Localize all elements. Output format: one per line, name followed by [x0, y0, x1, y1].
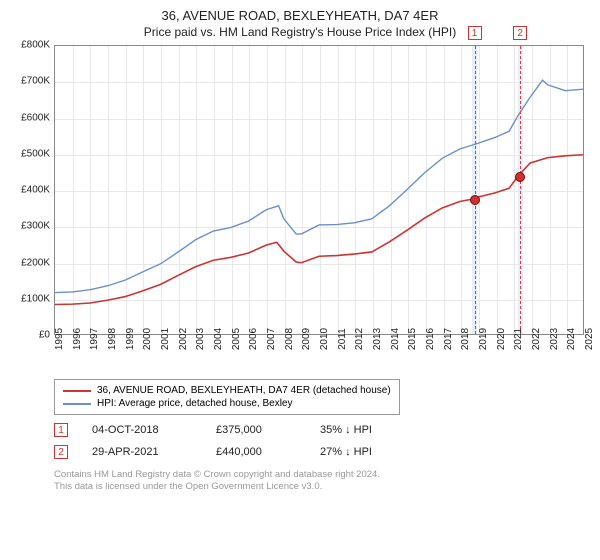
y-tick-label: £0 — [39, 330, 50, 341]
line-svg — [55, 46, 583, 334]
title-subtitle: Price paid vs. HM Land Registry's House … — [10, 25, 590, 39]
x-tick-label: 2014 — [390, 328, 401, 350]
x-tick-label: 1997 — [89, 328, 100, 350]
x-tick-label: 2008 — [284, 328, 295, 350]
legend-label-hpi: HPI: Average price, detached house, Bexl… — [97, 398, 293, 409]
y-tick-label: £400K — [21, 185, 50, 196]
chart-title: 36, AVENUE ROAD, BEXLEYHEATH, DA7 4ER Pr… — [10, 8, 590, 39]
x-tick-label: 2024 — [566, 328, 577, 350]
sale-number: 1 — [54, 423, 68, 437]
x-tick-label: 1996 — [72, 328, 83, 350]
x-tick-label: 1998 — [107, 328, 118, 350]
series-hpi — [55, 80, 583, 292]
series-price_paid — [55, 155, 583, 305]
x-tick-label: 2023 — [549, 328, 560, 350]
event-marker-number: 2 — [513, 26, 527, 40]
plot-area: 12 — [54, 45, 584, 335]
x-tick-label: 2019 — [478, 328, 489, 350]
event-line — [475, 46, 476, 334]
legend-label-price-paid: 36, AVENUE ROAD, BEXLEYHEATH, DA7 4ER (d… — [97, 385, 391, 396]
event-line — [520, 46, 521, 334]
x-tick-label: 2000 — [142, 328, 153, 350]
x-tick-label: 2004 — [213, 328, 224, 350]
sale-row: 2 29-APR-2021 £440,000 27% ↓ HPI — [54, 445, 590, 459]
x-axis: 1995199619971998199920002001200220032004… — [54, 335, 584, 375]
sale-pct: 35% ↓ HPI — [320, 424, 440, 436]
sale-date: 29-APR-2021 — [92, 446, 192, 458]
y-axis: £0£100K£200K£300K£400K£500K£600K£700K£80… — [10, 45, 54, 335]
x-tick-label: 2010 — [319, 328, 330, 350]
sale-number: 2 — [54, 445, 68, 459]
x-tick-label: 2006 — [248, 328, 259, 350]
y-tick-label: £700K — [21, 76, 50, 87]
x-tick-label: 2005 — [231, 328, 242, 350]
footer-line2: This data is licensed under the Open Gov… — [54, 481, 590, 493]
legend: 36, AVENUE ROAD, BEXLEYHEATH, DA7 4ER (d… — [54, 379, 400, 415]
x-tick-label: 2007 — [266, 328, 277, 350]
sale-price: £375,000 — [216, 424, 296, 436]
footer-line1: Contains HM Land Registry data © Crown c… — [54, 469, 590, 481]
y-tick-label: £100K — [21, 293, 50, 304]
sale-marker — [515, 172, 525, 182]
x-tick-label: 2020 — [496, 328, 507, 350]
sale-pct: 27% ↓ HPI — [320, 446, 440, 458]
event-marker-number: 1 — [468, 26, 482, 40]
x-tick-label: 2018 — [460, 328, 471, 350]
legend-item-hpi: HPI: Average price, detached house, Bexl… — [63, 397, 391, 410]
legend-swatch-hpi — [63, 403, 91, 405]
sale-date: 04-OCT-2018 — [92, 424, 192, 436]
footer: Contains HM Land Registry data © Crown c… — [54, 469, 590, 494]
price-chart: £0£100K£200K£300K£400K£500K£600K£700K£80… — [10, 45, 590, 375]
x-tick-label: 2022 — [531, 328, 542, 350]
y-tick-label: £500K — [21, 148, 50, 159]
legend-swatch-price-paid — [63, 390, 91, 392]
x-tick-label: 1995 — [54, 328, 65, 350]
x-tick-label: 2002 — [178, 328, 189, 350]
x-tick-label: 2009 — [301, 328, 312, 350]
y-tick-label: £600K — [21, 112, 50, 123]
legend-item-price-paid: 36, AVENUE ROAD, BEXLEYHEATH, DA7 4ER (d… — [63, 384, 391, 397]
title-address: 36, AVENUE ROAD, BEXLEYHEATH, DA7 4ER — [10, 8, 590, 23]
x-tick-label: 1999 — [125, 328, 136, 350]
x-tick-label: 2012 — [354, 328, 365, 350]
x-tick-label: 2003 — [195, 328, 206, 350]
x-tick-label: 2017 — [443, 328, 454, 350]
x-tick-label: 2016 — [425, 328, 436, 350]
y-tick-label: £800K — [21, 40, 50, 51]
x-tick-label: 2015 — [407, 328, 418, 350]
sale-row: 1 04-OCT-2018 £375,000 35% ↓ HPI — [54, 423, 590, 437]
x-tick-label: 2025 — [584, 328, 595, 350]
x-tick-label: 2021 — [513, 328, 524, 350]
x-tick-label: 2011 — [337, 328, 348, 350]
y-tick-label: £200K — [21, 257, 50, 268]
sale-price: £440,000 — [216, 446, 296, 458]
sale-marker — [470, 195, 480, 205]
y-tick-label: £300K — [21, 221, 50, 232]
x-tick-label: 2001 — [160, 328, 171, 350]
x-tick-label: 2013 — [372, 328, 383, 350]
